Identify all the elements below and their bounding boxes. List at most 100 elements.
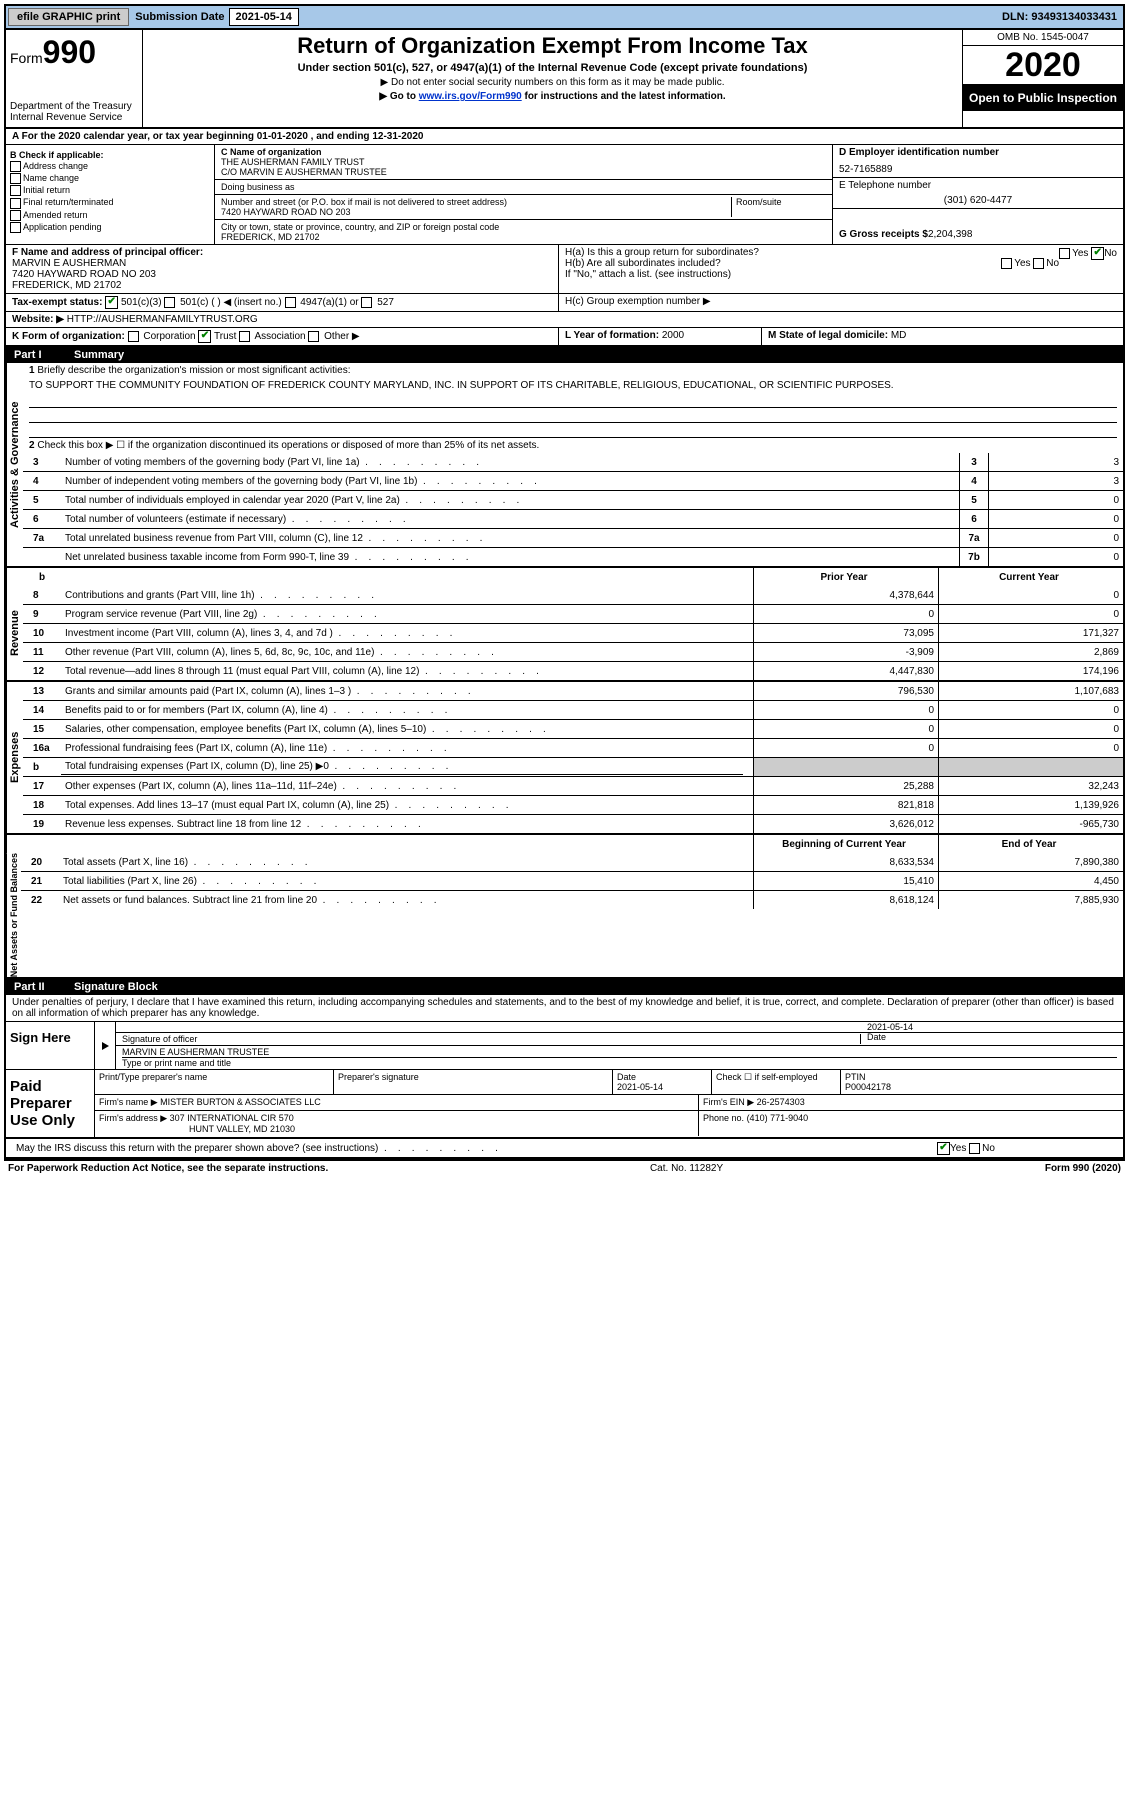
discuss-yesno: ✔Yes No [937, 1142, 1123, 1155]
box-l: L Year of formation: 2000 [558, 328, 761, 345]
tax-exempt-row: Tax-exempt status: ✔ 501(c)(3) 501(c) ( … [6, 294, 1123, 312]
form-title: Return of Organization Exempt From Incom… [147, 34, 958, 58]
room-suite: Room/suite [731, 197, 826, 217]
paid-fields: Print/Type preparer's name Preparer's si… [95, 1070, 1123, 1137]
form-subtitle-1: Under section 501(c), 527, or 4947(a)(1)… [147, 62, 958, 74]
q1-row: 1 Briefly describe the organization's mi… [23, 363, 1123, 378]
beginning-year-header: Beginning of Current Year [753, 835, 938, 853]
header-center: Return of Organization Exempt From Incom… [143, 30, 962, 127]
prior-year-header: Prior Year [753, 568, 938, 586]
sig-date-value: 2021-05-14 [867, 1022, 1117, 1032]
part2-num: Part II [14, 981, 74, 993]
summary-line-6: 6Total number of volunteers (estimate if… [23, 509, 1123, 528]
netassets-header-row: Beginning of Current Year End of Year [6, 835, 1123, 853]
phone-value: (301) 620-4477 [839, 195, 1117, 206]
preparer-name-label: Print/Type preparer's name [95, 1070, 333, 1094]
part2-header: Part II Signature Block [6, 979, 1123, 995]
address-cell: Number and street (or P.O. box if mail i… [215, 195, 832, 220]
mission-text: TO SUPPORT THE COMMUNITY FOUNDATION OF F… [23, 378, 1123, 393]
current-year-header: Current Year [938, 568, 1123, 586]
expense-lines-13: 13Grants and similar amounts paid (Part … [23, 682, 1123, 700]
hb-note: If "No," attach a list. (see instruction… [565, 269, 1117, 280]
netassets-lines-21: 21Total liabilities (Part X, line 26)15,… [21, 871, 1123, 890]
omb-number: OMB No. 1545-0047 [963, 30, 1123, 46]
expenses-label: Expenses [6, 682, 23, 833]
address-label: Number and street (or P.O. box if mail i… [221, 197, 731, 207]
phone-label: E Telephone number [839, 180, 1117, 191]
efile-print-button[interactable]: efile GRAPHIC print [8, 8, 129, 26]
officer-addr1: 7420 HAYWARD ROAD NO 203 [12, 269, 552, 280]
entity-info-row: B Check if applicable: Address change Na… [6, 145, 1123, 245]
box-h: H(a) Is this a group return for subordin… [558, 245, 1123, 293]
org-co: C/O MARVIN E AUSHERMAN TRUSTEE [221, 167, 826, 177]
discuss-row: May the IRS discuss this return with the… [6, 1138, 1123, 1159]
website-row: Website: ▶ HTTP://AUSHERMANFAMILYTRUST.O… [6, 312, 1123, 328]
na-col-headers: Beginning of Current Year End of Year [29, 835, 1123, 853]
form-subtitle-3: ▶ Go to www.irs.gov/Form990 for instruct… [147, 91, 958, 102]
tax-exempt-status: Tax-exempt status: ✔ 501(c)(3) 501(c) ( … [6, 294, 558, 311]
revenue-lines-11: 11Other revenue (Part VIII, column (A), … [23, 642, 1123, 661]
revenue-label: Revenue [6, 586, 23, 680]
box-d-e-g: D Employer identification number 52-7165… [832, 145, 1123, 244]
box-m: M State of legal domicile: MD [761, 328, 1123, 345]
website-value: HTTP://AUSHERMANFAMILYTRUST.ORG [67, 314, 258, 325]
paid-preparer-label: Paid Preparer Use Only [6, 1070, 95, 1137]
activities-label: Activities & Governance [6, 363, 23, 566]
netassets-lines-20: 20Total assets (Part X, line 16)8,633,53… [21, 853, 1123, 871]
revenue-lines-12: 12Total revenue—add lines 8 through 11 (… [23, 661, 1123, 680]
hc-row: H(c) Group exemption number ▶ [558, 294, 1123, 311]
perjury-declaration: Under penalties of perjury, I declare th… [6, 995, 1123, 1022]
form-label: Form990 [10, 34, 138, 71]
expense-lines-14: 14Benefits paid to or for members (Part … [23, 700, 1123, 719]
officer-addr2: FREDERICK, MD 21702 [12, 280, 552, 291]
sig-officer-label: Signature of officer [122, 1034, 860, 1044]
firm-addr-row: Firm's address ▶ 307 INTERNATIONAL CIR 5… [95, 1111, 1123, 1136]
paid-preparer-block: Paid Preparer Use Only Print/Type prepar… [6, 1070, 1123, 1138]
activities-governance-section: Activities & Governance 1 Briefly descri… [6, 363, 1123, 568]
netassets-label: Net Assets or Fund Balances [6, 853, 21, 977]
dept-treasury: Department of the Treasury [10, 101, 138, 112]
part2-title: Signature Block [74, 981, 158, 993]
header-left: Form990 Department of the Treasury Inter… [6, 30, 143, 127]
gross-receipts-cell: G Gross receipts $2,204,398 [833, 209, 1123, 244]
type-print-label: Type or print name and title [122, 1058, 1117, 1068]
expense-lines-18: 18Total expenses. Add lines 13–17 (must … [23, 795, 1123, 814]
paid-date-col: Date2021-05-14 [612, 1070, 711, 1094]
part1-num: Part I [14, 349, 74, 361]
form-subtitle-2: ▶ Do not enter social security numbers o… [147, 77, 958, 88]
top-toolbar: efile GRAPHIC print Submission Date 2021… [6, 6, 1123, 30]
officer-group-row: F Name and address of principal officer:… [6, 245, 1123, 294]
sign-arrow-icon [95, 1022, 116, 1069]
sig-name-row: MARVIN E AUSHERMAN TRUSTEE Type or print… [116, 1046, 1123, 1069]
firm-name-row: Firm's name ▶ MISTER BURTON & ASSOCIATES… [95, 1095, 1123, 1111]
box-b-title: B Check if applicable: [10, 150, 210, 160]
period-row: A For the 2020 calendar year, or tax yea… [6, 129, 1123, 145]
end-year-header: End of Year [938, 835, 1123, 853]
netassets-lines-22: 22Net assets or fund balances. Subtract … [21, 890, 1123, 909]
org-name: THE AUSHERMAN FAMILY TRUST [221, 157, 826, 167]
opt-initial-return: Initial return [10, 185, 210, 196]
blank-line-1 [29, 393, 1117, 408]
spacer-label-b [6, 568, 29, 586]
expenses-section: Expenses 13Grants and similar amounts pa… [6, 682, 1123, 835]
org-name-cell: C Name of organization THE AUSHERMAN FAM… [215, 145, 832, 180]
revenue-header-row: b Prior Year Current Year [6, 568, 1123, 586]
ein-value: 52-7165889 [839, 164, 1117, 175]
blank-line-2 [29, 408, 1117, 423]
website-cell: Website: ▶ HTTP://AUSHERMANFAMILYTRUST.O… [6, 312, 1123, 327]
officer-name: MARVIN E AUSHERMAN [12, 258, 552, 269]
summary-line-4: 4Number of independent voting members of… [23, 471, 1123, 490]
summary-line-3: 3Number of voting members of the governi… [23, 453, 1123, 471]
city-cell: City or town, state or province, country… [215, 220, 832, 244]
irs-link[interactable]: www.irs.gov/Form990 [419, 91, 522, 102]
expense-lines-17: 17Other expenses (Part IX, column (A), l… [23, 776, 1123, 795]
revenue-lines-9: 9Program service revenue (Part VIII, lin… [23, 604, 1123, 623]
col-headers: b Prior Year Current Year [29, 568, 1123, 586]
opt-final-return: Final return/terminated [10, 197, 210, 208]
gross-receipts-value: 2,204,398 [928, 229, 973, 240]
opt-application-pending: Application pending [10, 222, 210, 233]
opt-address-change: Address change [10, 161, 210, 172]
q2-row: 2 Check this box ▶ ☐ if the organization… [23, 438, 1123, 453]
sig-date-label: Date [867, 1032, 1117, 1042]
ha-row: H(a) Is this a group return for subordin… [565, 247, 1117, 258]
